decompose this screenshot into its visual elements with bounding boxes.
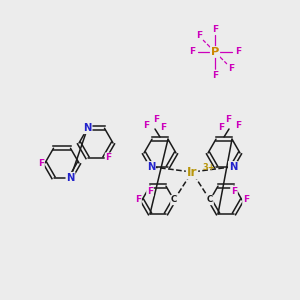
Text: F: F xyxy=(196,31,202,40)
Text: F: F xyxy=(231,187,237,196)
Text: F: F xyxy=(235,47,241,56)
Text: F: F xyxy=(235,121,241,130)
Text: N: N xyxy=(83,123,92,133)
Text: N: N xyxy=(229,162,237,172)
Text: 3+: 3+ xyxy=(202,164,215,172)
Text: F: F xyxy=(243,196,249,205)
Text: F: F xyxy=(105,153,112,162)
Text: F: F xyxy=(212,70,218,80)
Text: P: P xyxy=(211,47,219,57)
Text: C: C xyxy=(171,196,177,205)
Text: N: N xyxy=(66,173,75,183)
Text: F: F xyxy=(135,196,141,205)
Text: F: F xyxy=(218,124,224,133)
Text: F: F xyxy=(160,124,166,133)
Text: C: C xyxy=(207,196,213,205)
Text: F: F xyxy=(212,25,218,34)
Text: F: F xyxy=(189,47,195,56)
Text: F: F xyxy=(147,187,153,196)
Text: F: F xyxy=(143,121,149,130)
Text: N: N xyxy=(147,162,155,172)
Text: F: F xyxy=(153,116,159,124)
Text: F: F xyxy=(228,64,234,73)
Text: Ir: Ir xyxy=(187,166,197,178)
Text: F: F xyxy=(38,158,44,167)
Text: F: F xyxy=(225,116,231,124)
